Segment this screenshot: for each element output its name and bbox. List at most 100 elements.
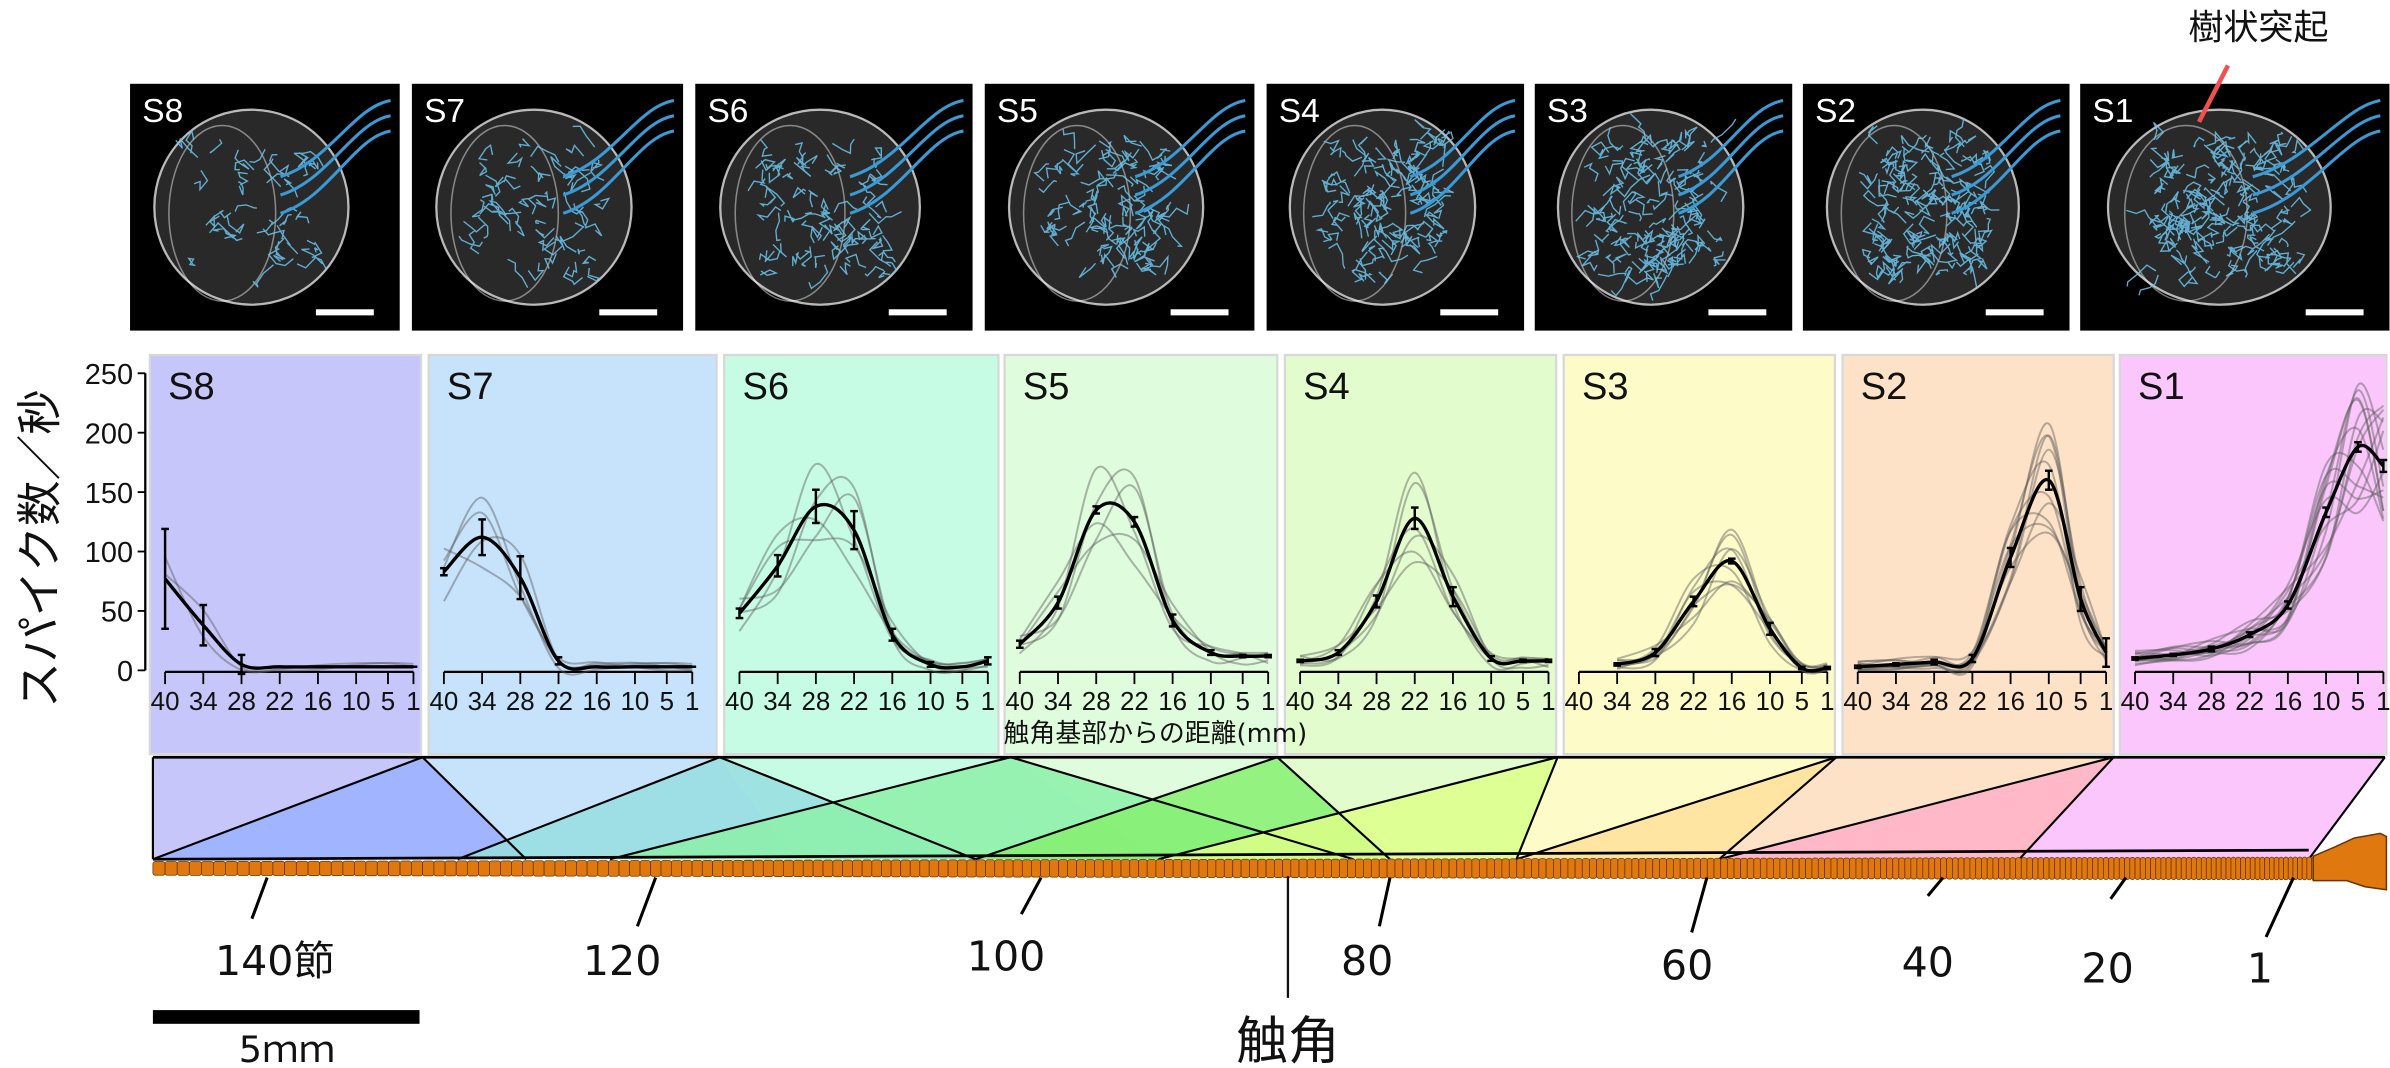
antenna-segment — [1998, 857, 2005, 880]
antenna-segment — [1624, 858, 1633, 879]
antenna-segment — [1874, 857, 1881, 880]
antenna-segment — [1433, 858, 1442, 879]
antenna-segment — [1402, 858, 1411, 879]
x-tick-label: 34 — [1324, 688, 1353, 716]
antenna-segment — [1410, 858, 1419, 879]
trial-trace — [443, 496, 693, 676]
segment-pointer — [1926, 876, 1945, 897]
antenna-segment — [1120, 859, 1131, 878]
antenna-segment — [1567, 858, 1576, 879]
antenna-segment — [881, 859, 892, 878]
antenna-segment — [928, 859, 940, 878]
antenna-segment — [947, 859, 958, 878]
scale-bar-label: 5ｍｍ — [239, 1028, 335, 1068]
antenna-segment — [1111, 859, 1122, 878]
x-tick-label: 5 — [955, 688, 969, 716]
x-tick-label: 22 — [1400, 688, 1429, 716]
antenna-segment — [701, 860, 713, 877]
antenna-segment — [260, 860, 274, 876]
antenna-segment — [1129, 859, 1139, 878]
antenna-segment — [2185, 856, 2192, 880]
x-tick-label: 1 — [1261, 688, 1275, 716]
error-bar — [1372, 594, 1381, 609]
neuron-image-row: S8 S7 S6 S5 S4 S3 S2 S1 — [130, 83, 2390, 331]
image-background — [1266, 83, 1525, 331]
y-tick-label: 100 — [85, 537, 133, 569]
x-tick-label: 22 — [544, 688, 573, 716]
trial-trace — [739, 493, 988, 666]
antenna-segment — [1021, 859, 1032, 878]
image-background — [1534, 83, 1793, 331]
error-bar — [2131, 656, 2139, 661]
error-bar — [1168, 613, 1177, 628]
antenna-segment — [2195, 856, 2202, 880]
antenna-segment — [1425, 858, 1435, 879]
antenna-segment — [500, 860, 512, 877]
error-bar — [1519, 658, 1527, 664]
image-background — [1802, 83, 2070, 331]
antenna-segment — [2235, 856, 2242, 881]
antenna-segment — [1265, 858, 1275, 879]
dendrite-arbor — [458, 125, 611, 288]
panel-background — [723, 353, 1000, 756]
antenna-segment — [2245, 856, 2251, 881]
mapping-line — [609, 756, 1011, 861]
antenna-segment — [1596, 858, 1605, 879]
antenna-segment — [1581, 858, 1590, 879]
antenna-segment — [565, 860, 577, 877]
antenna-segment — [2190, 856, 2197, 880]
segment-label: 80 — [1341, 937, 1393, 985]
antenna-segment — [1957, 857, 1965, 880]
antenna-segment — [1610, 858, 1619, 879]
x-tick-label: 10 — [621, 688, 650, 716]
x-tick-label: 10 — [2034, 688, 2063, 716]
error-bar — [2354, 440, 2362, 453]
error-bar — [773, 553, 782, 578]
panel-s5: S5 40 34 28 22 16 10 5 1 — [1003, 353, 1279, 756]
mean-curve — [1857, 478, 2108, 669]
mapping-line — [719, 756, 977, 861]
x-tick-label: 10 — [1477, 688, 1506, 716]
antenna-segment — [1223, 858, 1234, 878]
segment-labels: 140節 120 100 80 60 40 20 1 — [215, 876, 2295, 993]
x-tick-label: 10 — [2312, 688, 2341, 716]
antenna-segment — [2264, 856, 2270, 881]
antenna-segment — [1058, 859, 1069, 878]
error-bar — [1015, 639, 1024, 649]
error-bar — [850, 509, 858, 551]
segment-pointer — [1690, 877, 1709, 933]
trial-trace — [1299, 482, 1549, 664]
x-tick-label: 1 — [1820, 688, 1834, 716]
antenna-segment — [1181, 859, 1191, 878]
antenna-segment — [1898, 857, 1906, 880]
neuron-image: S3 — [1534, 83, 1793, 331]
segment-label: 140節 — [215, 937, 335, 985]
image-label: S1 — [2092, 93, 2133, 130]
antenna-segment — [295, 860, 309, 876]
x-tick-label: 34 — [189, 688, 218, 716]
error-bar — [2006, 546, 2015, 569]
x-tick-label: 40 — [725, 688, 754, 716]
antenna-segment — [188, 861, 202, 876]
y-tick-label: 200 — [85, 418, 133, 450]
antenna-segment — [2129, 857, 2136, 880]
glomerulus-contour — [450, 124, 560, 302]
antenna-segment — [618, 860, 630, 877]
antenna-segment — [1713, 857, 1722, 879]
antenna-segment — [681, 860, 693, 877]
x-tick-label: 40 — [1286, 688, 1315, 716]
y-tick-label: 150 — [85, 478, 133, 510]
antenna-segment — [2269, 856, 2275, 881]
antenna-segment — [365, 860, 378, 877]
panel-label: S4 — [1303, 366, 1350, 408]
dendrite-arbor — [1312, 119, 1454, 285]
antenna-segment — [2102, 857, 2110, 880]
error-bar — [1130, 515, 1139, 528]
antenna-segment — [772, 859, 784, 877]
antenna-segment — [2086, 857, 2094, 880]
antenna-segment — [1922, 857, 1930, 880]
antenna-segment — [2205, 856, 2212, 880]
antenna-segment — [802, 859, 814, 878]
x-tick-label: 40 — [2121, 688, 2150, 716]
